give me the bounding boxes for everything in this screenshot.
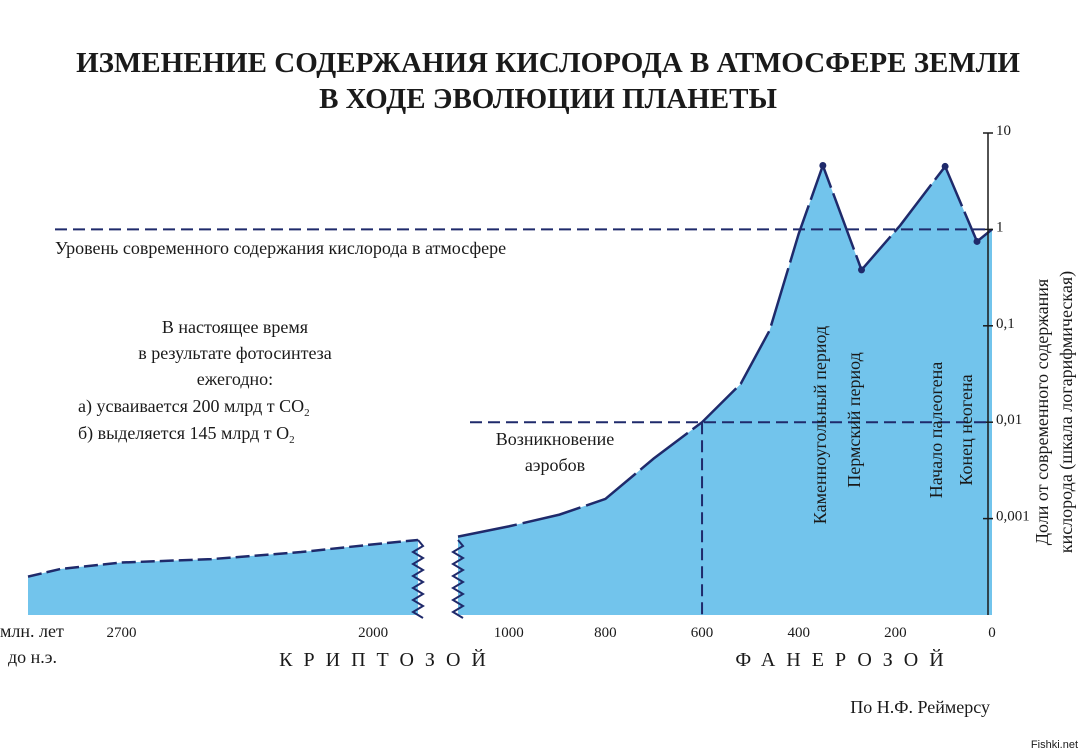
x-tick-label: 1000 — [494, 625, 524, 641]
chart-subtitle: В ХОДЕ ЭВОЛЮЦИИ ПЛАНЕТЫ — [319, 83, 777, 115]
aerobes-label: аэробов — [525, 455, 585, 475]
area — [28, 539, 418, 615]
info-text: В настоящее время — [162, 317, 308, 337]
y-tick-label: 0,1 — [996, 316, 1015, 332]
peak-dot — [941, 162, 949, 170]
info-text: а) усваивается 200 млрд т СО2 — [78, 396, 310, 419]
peak-dot — [819, 162, 827, 170]
axis-break — [451, 539, 465, 619]
period-label: Конец неогена — [956, 374, 976, 485]
source: По Н.Ф. Реймерсу — [850, 697, 990, 717]
period-label: Каменноугольный период — [810, 326, 830, 524]
aerobes-label: Возникновение — [496, 429, 614, 449]
peak-dot — [973, 237, 981, 245]
x-tick-label: 800 — [594, 625, 617, 641]
x-tick-label: 400 — [787, 625, 810, 641]
x-axis-label: до н.э. — [8, 647, 57, 667]
info-text: а) усваивается 200 млрд т СО — [78, 396, 304, 417]
subscript: 2 — [304, 407, 310, 419]
era-label: КРИПТОЗОЙ — [279, 648, 497, 671]
watermark: Fishki.net — [1031, 739, 1078, 751]
period-label: Пермский период — [844, 352, 864, 488]
plot-layer — [28, 165, 992, 616]
area — [458, 165, 992, 616]
y-axis-label: Доли от современного содержания — [1032, 279, 1052, 545]
x-tick-label: 200 — [884, 625, 907, 641]
y-tick-label: 10 — [996, 123, 1011, 139]
subscript: 2 — [289, 434, 295, 446]
y-axis-label: кислорода (шкала логарифмическая) — [1056, 271, 1077, 553]
era-label: ФАНЕРОЗОЙ — [735, 648, 954, 671]
y-tick-label: 0,01 — [996, 412, 1022, 428]
axis-break — [411, 539, 425, 619]
info-text: ежегодно: — [197, 369, 273, 389]
y-tick-label: 0,001 — [996, 509, 1030, 525]
x-tick-label: 2000 — [358, 625, 388, 641]
area-line — [27, 538, 419, 578]
x-tick-label: 600 — [691, 625, 714, 641]
area-line — [457, 161, 993, 538]
modern-level-label: Уровень современного содержания кислород… — [55, 238, 506, 258]
x-tick-label: 0 — [988, 625, 996, 641]
info-text: б) выделяется 145 млрд т О2 — [78, 423, 295, 446]
chart-title: ИЗМЕНЕНИЕ СОДЕРЖАНИЯ КИСЛОРОДА В АТМОСФЕ… — [76, 47, 1020, 79]
period-label: Начало палеогена — [926, 362, 946, 498]
info-text: в результате фотосинтеза — [138, 343, 332, 363]
y-tick-label: 1 — [996, 219, 1004, 235]
peak-dot — [858, 266, 866, 274]
info-text: б) выделяется 145 млрд т О — [78, 423, 289, 444]
x-tick-label: 2700 — [106, 625, 136, 641]
x-axis-label: млн. лет — [0, 621, 64, 641]
